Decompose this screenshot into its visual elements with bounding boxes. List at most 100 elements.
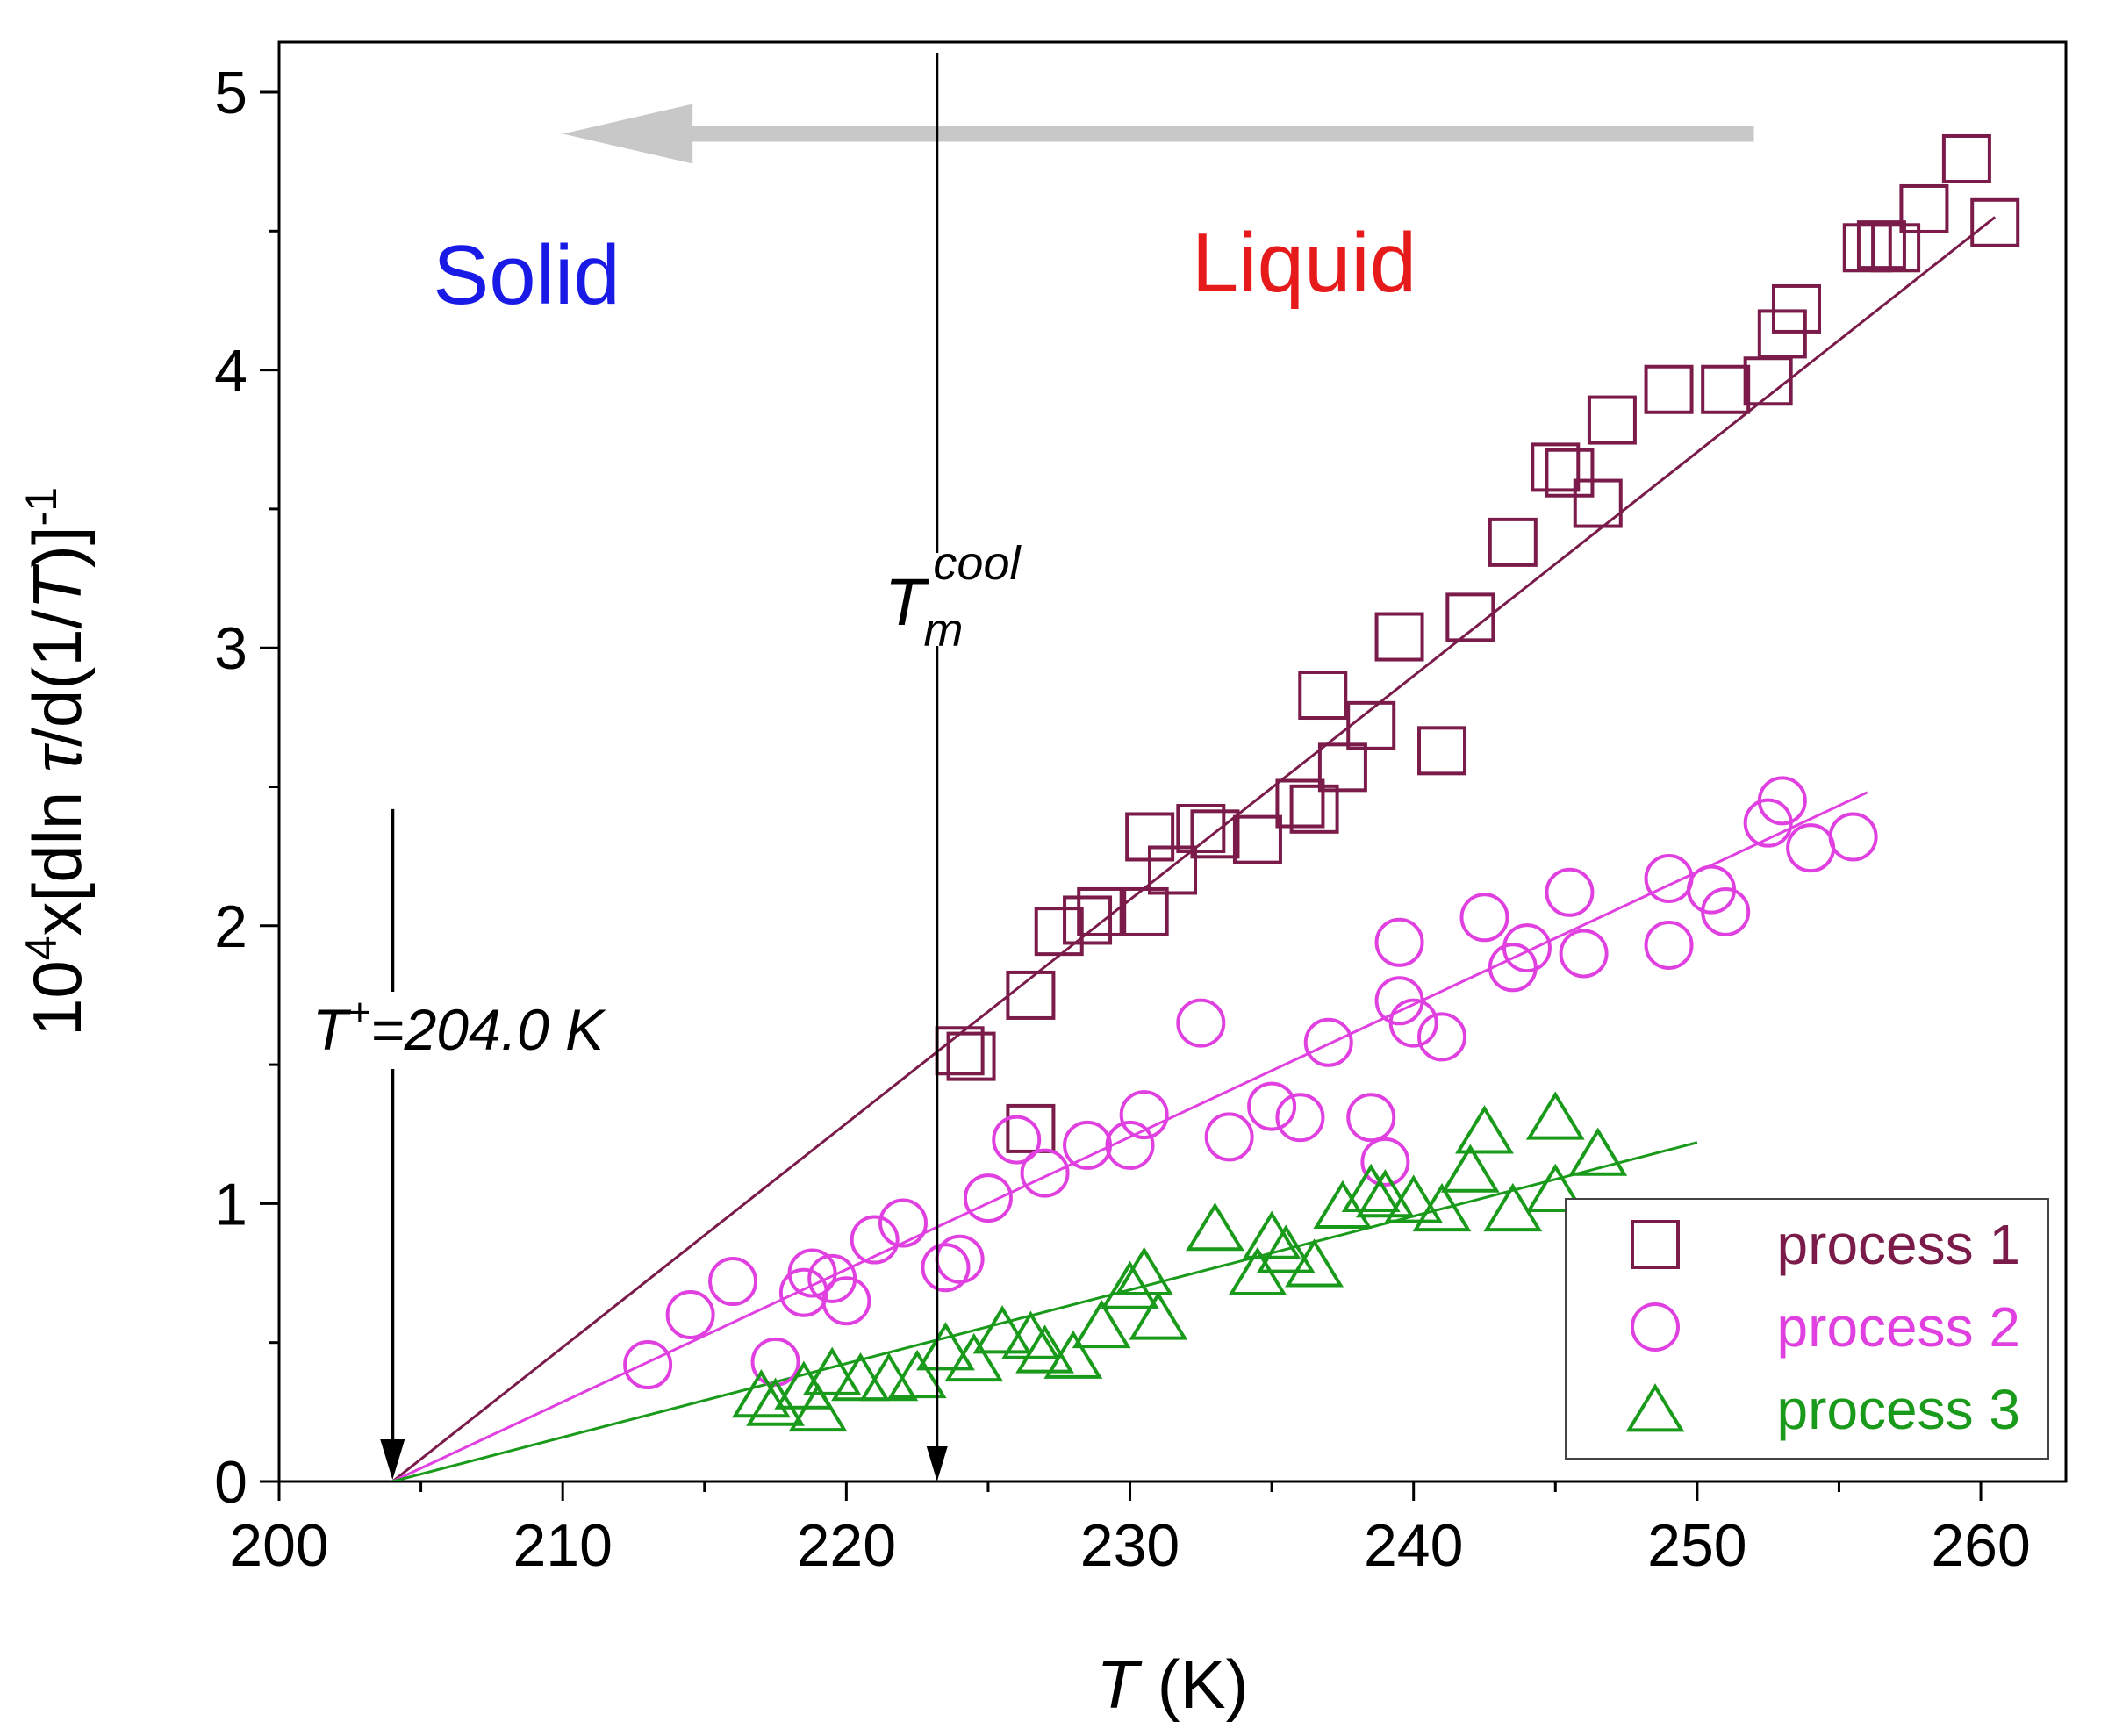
process-1-point-29 [1757,309,1807,359]
y-title-T: T [18,563,96,610]
process-3-point-13 [1043,1330,1103,1379]
process-2-point-11 [935,1234,985,1284]
process-2-point-31 [1502,923,1552,973]
process-3-point-7 [887,1349,947,1399]
liquid-region-label: Liquid [1192,216,1416,310]
y-title-exp: -1 [17,487,66,526]
x-tick-label-200: 200 [229,1512,328,1579]
process-1-point-22 [1531,442,1581,492]
legend-box [1565,1198,2049,1460]
legend-marker-process-3 [1625,1383,1685,1432]
process-2-point-23 [1346,1093,1396,1143]
t-plus-sup: + [348,991,370,1034]
process-1-point-3 [1006,1103,1056,1153]
process-3-point-15 [1101,1260,1159,1309]
process-3-point-27 [1412,1182,1472,1232]
process-3-point-24 [1341,1163,1401,1212]
process-1-point-18 [1374,612,1424,662]
y-tick-label-4: 4 [214,338,247,405]
process-2-point-1 [665,1290,715,1340]
process-1-point-35 [1941,133,1991,183]
process-3-point-5 [831,1352,890,1402]
arrow-head [563,104,693,164]
process-1-point-12 [1232,814,1282,864]
tm-cool-label: Tm cool [885,537,1022,656]
cooling-direction-arrow [563,104,1754,164]
process-1-point-4 [1034,907,1084,957]
process-2-point-20 [1247,1081,1297,1131]
process-1-point-36 [1970,197,2020,247]
process-1-point-6 [1077,886,1127,936]
process-3-point-8 [916,1322,975,1371]
process-1-point-14 [1289,784,1339,834]
process-2-point-37 [1701,886,1751,936]
process-1-point-17 [1346,700,1396,750]
process-1-point-16 [1317,742,1367,793]
process-2-point-12 [963,1173,1013,1223]
process-3-point-16 [1115,1246,1174,1295]
process-3-point-14 [1072,1299,1131,1349]
process-3-point-12 [1015,1324,1075,1374]
x-tick-label-260: 260 [1931,1512,2030,1579]
process-1-point-31 [1842,223,1892,273]
process-2-point-14 [1020,1148,1070,1198]
x-tick-label-230: 230 [1080,1512,1180,1579]
plot-frame [277,40,2068,1483]
process-2-point-28 [1417,1012,1467,1062]
process-3-point-30 [1483,1182,1543,1232]
process-1-point-24 [1573,478,1623,528]
process-1-point-1 [946,1031,996,1081]
t-plus-rest: =204.0 K [370,997,606,1062]
x-tick-label-220: 220 [797,1512,896,1579]
process-1-point-10 [1176,803,1226,853]
process-1-point-33 [1871,223,1921,273]
y-title-d: /d(1/ [18,609,96,746]
process-3-point-6 [859,1352,919,1402]
process-2-point-18 [1176,998,1226,1048]
y-title-mid: x[dln [18,772,96,936]
fit-line-process-3 [391,1141,1698,1481]
y-tick-label-3: 3 [214,615,247,682]
process-1-point-9 [1148,845,1197,895]
process-3-point-33 [1568,1127,1628,1176]
process-2-point-19 [1204,1112,1254,1162]
tm-cool-main: T [885,565,929,640]
process-1-point-32 [1856,220,1906,270]
process-1-point-34 [1899,183,1949,233]
y-tick-label-0: 0 [214,1449,247,1516]
process-3-point-4 [802,1346,862,1395]
process-2-point-15 [1063,1120,1113,1170]
y-tick-label-2: 2 [214,893,247,960]
x-axis-title: T (K) [1096,1646,1248,1723]
process-3-point-1 [746,1377,806,1426]
process-1-point-2 [1006,970,1056,1020]
y-axis: 0 1 2 3 4 5 [214,60,279,1516]
data-markers [623,133,2020,1432]
legend: process 1 process 2 process 3 [1565,1198,2049,1460]
process-1-point-19 [1417,726,1467,776]
process-2-point-13 [992,1115,1042,1165]
tm-cool-sub: m [923,604,963,656]
process-2-point-3 [750,1337,800,1387]
t-plus-arrowhead [380,1439,405,1480]
legend-label-process-1: process 1 [1777,1213,2020,1276]
process-2-point-2 [708,1257,758,1307]
t-plus-main: T [312,997,352,1062]
process-2-point-40 [1786,823,1836,873]
x-axis-title-t: T [1096,1646,1143,1723]
process-3-point-23 [1313,1180,1373,1229]
process-1-point-11 [1190,809,1240,859]
process-1-point-27 [1701,364,1751,414]
process-1-point-23 [1545,448,1595,498]
process-3-point-0 [731,1368,791,1418]
process-2-point-9 [878,1198,928,1248]
process-2-point-0 [623,1340,673,1390]
t-plus-label: T+=204.0 K [312,991,606,1062]
process-2-point-25 [1374,917,1424,967]
y-title-tau: τ [18,742,96,772]
x-tick-label-210: 210 [513,1512,612,1579]
process-2-point-16 [1105,1120,1155,1170]
legend-marker-process-2 [1631,1302,1680,1352]
process-3-point-9 [944,1332,1004,1382]
